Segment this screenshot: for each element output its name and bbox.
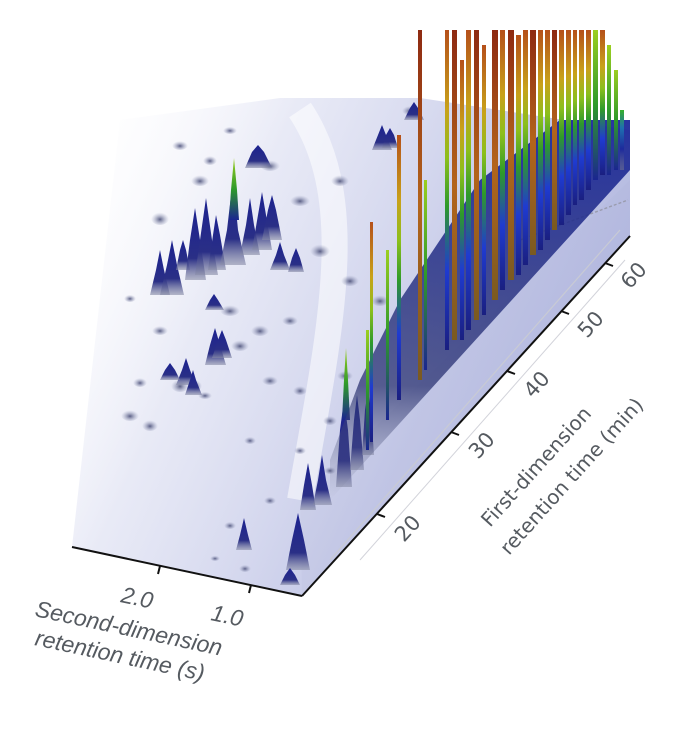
axes xyxy=(71,235,631,597)
y-tick-label: 30 xyxy=(464,427,500,463)
x-tick-label: 2.0 xyxy=(118,581,156,613)
y-tick-label: 60 xyxy=(616,257,652,293)
mid-peaks xyxy=(150,102,424,395)
minor-peaks xyxy=(121,105,418,572)
second-dimension-axis-title: Second-dimension retention time (s) xyxy=(33,595,225,685)
tall-peaks xyxy=(366,30,624,450)
second-dimension-axis-line xyxy=(71,546,303,597)
first-dimension-axis-line xyxy=(301,235,631,597)
first-dimension-axis-title: First-dimension retention time (min) xyxy=(476,393,648,560)
y-tick-label: 20 xyxy=(390,510,426,546)
y-tick-label: 50 xyxy=(573,306,609,342)
x-tick-label: 1.0 xyxy=(209,599,246,631)
y-tick-label: 40 xyxy=(519,366,555,402)
